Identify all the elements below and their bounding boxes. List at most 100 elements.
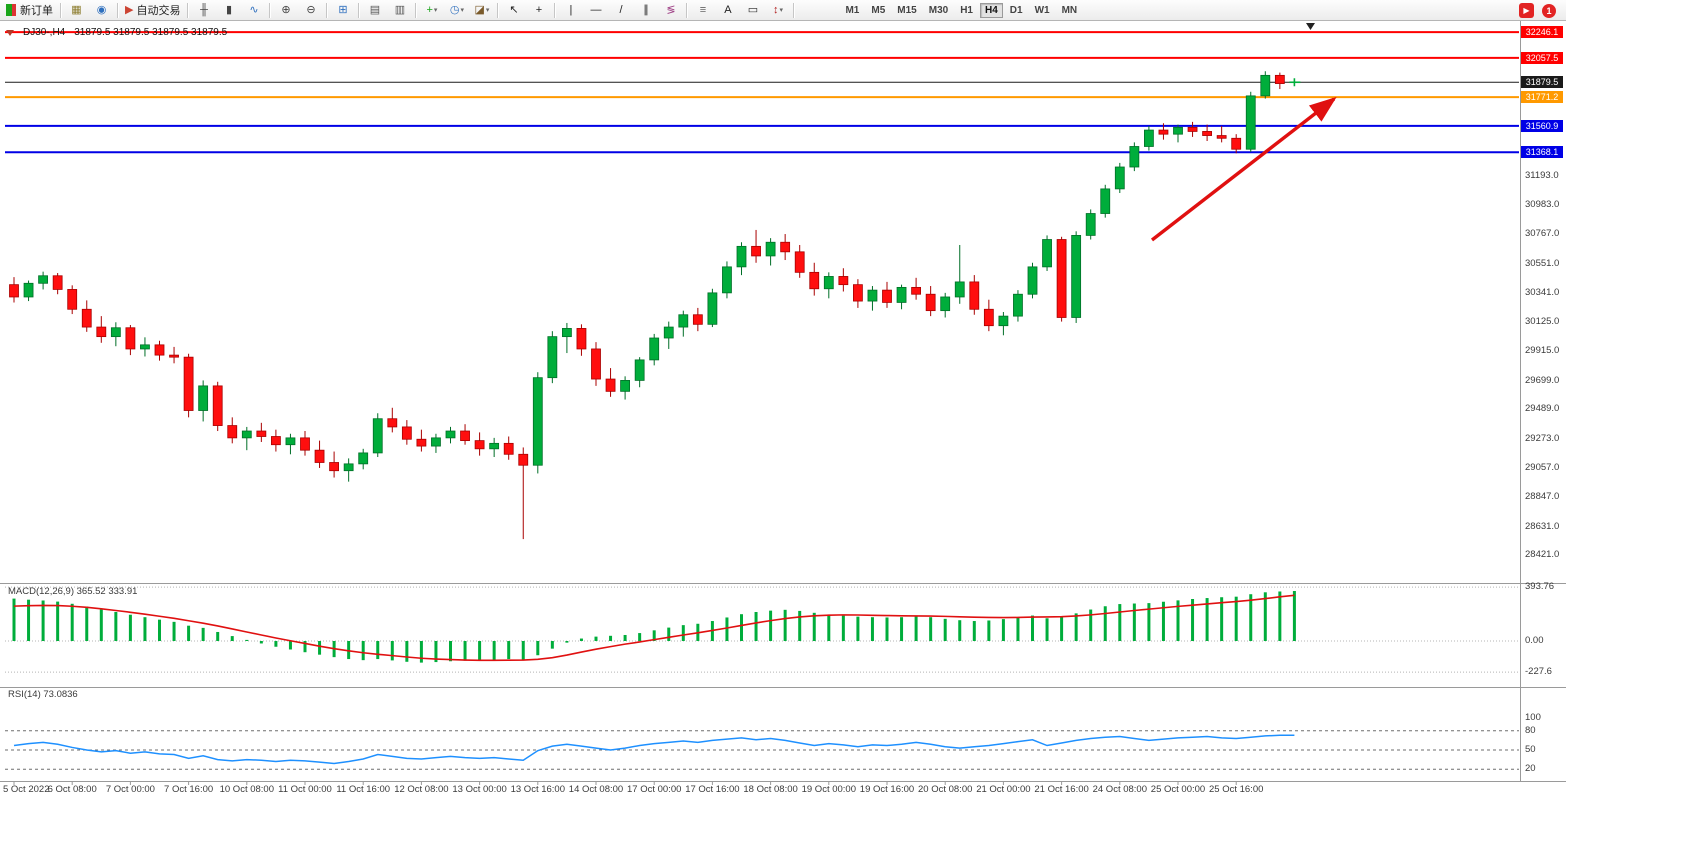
- tile-windows-icon: ⊞: [338, 3, 348, 16]
- arrows-button[interactable]: ↕ ▾: [766, 1, 789, 20]
- candle-body: [518, 453, 529, 466]
- candle-body: [576, 328, 587, 350]
- live-help-icon[interactable]: ▶: [1519, 3, 1534, 18]
- candle-body: [823, 276, 834, 290]
- candle-body: [867, 289, 878, 302]
- tf-button-H4[interactable]: H4: [979, 2, 1003, 18]
- candle-body: [678, 314, 689, 328]
- toolbar-separator: [60, 2, 61, 18]
- candle-body: [707, 292, 718, 325]
- candle-body: [285, 437, 296, 446]
- candle-body: [212, 385, 223, 426]
- text-label-button[interactable]: ▭: [741, 1, 764, 20]
- tile-windows-button[interactable]: ⊞: [331, 1, 354, 20]
- time-axis[interactable]: [0, 781, 1566, 797]
- trendline-button[interactable]: /: [609, 1, 632, 20]
- candle-body: [431, 437, 441, 447]
- price-axis[interactable]: [1520, 21, 1566, 781]
- periods-button[interactable]: ◷ ▾: [445, 1, 468, 20]
- tf-button-H1[interactable]: H1: [960, 4, 973, 16]
- toolbar-right-cluster: ▶ 1: [1519, 3, 1556, 18]
- autotrade-button[interactable]: ▶ 自动交易: [122, 1, 183, 20]
- crosshair-button[interactable]: +: [527, 1, 550, 20]
- candlestick-chart-button[interactable]: ▮: [217, 1, 240, 20]
- toolbar-separator: [326, 2, 328, 18]
- indicators-button[interactable]: + ▾: [420, 1, 443, 20]
- zoom-in-icon: ⊕: [281, 3, 291, 16]
- one-click-expand-icon[interactable]: [6, 29, 14, 36]
- macd-histogram: [12, 590, 1296, 663]
- candle-body: [751, 245, 761, 257]
- candle-body: [1013, 293, 1023, 317]
- new-order-button[interactable]: 新订单: [3, 1, 56, 20]
- candle-body: [241, 430, 252, 439]
- tf-button-M15[interactable]: M15: [897, 4, 917, 16]
- candle-body: [1245, 95, 1256, 150]
- bar-chart-button[interactable]: ╫: [192, 1, 215, 20]
- candle-body: [343, 463, 354, 472]
- text-label-icon: ▭: [747, 3, 759, 16]
- auto-arrange-button[interactable]: ▤: [363, 1, 386, 20]
- equidistant-channel-button[interactable]: ∥: [634, 1, 657, 20]
- candle-body: [1129, 146, 1140, 168]
- ohlc-readout: 31879.5 31879.5 31879.5 31879.5: [74, 27, 228, 38]
- text-button[interactable]: A: [716, 1, 739, 20]
- track-chart-icon: ▥: [394, 3, 406, 16]
- tf-button-M5[interactable]: M5: [871, 4, 886, 16]
- vertical-line-button[interactable]: |: [559, 1, 582, 20]
- alerts-icon: ◉: [96, 3, 107, 16]
- candle-body: [140, 344, 150, 350]
- symbol-period-label: DJ30-,H4: [23, 27, 66, 38]
- new-order-label: 新订单: [20, 5, 53, 17]
- notification-badge[interactable]: 1: [1542, 3, 1556, 18]
- candle-body: [38, 275, 48, 284]
- dropdown-arrow-icon: ▾: [779, 7, 783, 14]
- candle-body: [562, 328, 572, 338]
- candle-body: [1231, 137, 1242, 150]
- charts-grid-button[interactable]: ▦: [65, 1, 88, 20]
- candle-body: [896, 286, 907, 303]
- candle-body: [1100, 188, 1111, 214]
- candle-body: [474, 440, 485, 450]
- candle-body: [300, 437, 310, 451]
- chart-canvas[interactable]: [0, 0, 1689, 810]
- tf-button-M1[interactable]: M1: [845, 4, 860, 16]
- candle-body: [809, 271, 820, 290]
- line-chart-button[interactable]: ∿: [242, 1, 265, 20]
- candle-body: [532, 377, 543, 466]
- candle-body: [169, 354, 179, 358]
- autotrade-icon: ▶: [125, 3, 134, 16]
- track-chart-button[interactable]: ▥: [388, 1, 411, 20]
- arrows-icon: ↕: [772, 3, 779, 16]
- candle-body: [489, 442, 500, 450]
- tf-button-D1[interactable]: D1: [1009, 4, 1023, 16]
- trend-arrow[interactable]: [1150, 96, 1337, 242]
- tf-button-M30[interactable]: M30: [928, 4, 949, 16]
- tf-button-W1[interactable]: W1: [1034, 4, 1050, 16]
- horizontal-line-button[interactable]: —: [584, 1, 607, 20]
- cursor-button[interactable]: ↖: [502, 1, 525, 20]
- fibonacci-button[interactable]: ≶: [659, 1, 682, 20]
- dropdown-arrow-icon: ▾: [460, 7, 465, 14]
- candle-body: [736, 245, 747, 268]
- chart-header: DJ30-,H4 31879.5 31879.5 31879.5 31879.5: [6, 27, 227, 38]
- candle-body: [954, 281, 965, 298]
- vertical-line-icon: |: [569, 3, 573, 16]
- candle-body: [256, 430, 267, 437]
- zoom-out-button[interactable]: ⊖: [299, 1, 322, 20]
- tf-button-MN[interactable]: MN: [1061, 4, 1078, 16]
- trendline-icon: /: [619, 3, 623, 16]
- fibonacci-icon: ≶: [666, 3, 676, 16]
- shapes-button[interactable]: ≡: [691, 1, 714, 20]
- candle-body: [663, 326, 674, 339]
- candle-body: [634, 359, 645, 381]
- candle-body: [838, 276, 849, 286]
- candle-body: [1114, 166, 1125, 190]
- alerts-button[interactable]: ◉: [90, 1, 113, 20]
- candle-body: [460, 430, 470, 442]
- zoom-in-button[interactable]: ⊕: [274, 1, 297, 20]
- charts-grid-icon: ▦: [71, 3, 82, 16]
- shift-marker[interactable]: [1306, 23, 1315, 30]
- templates-button[interactable]: ◪ ▾: [470, 1, 493, 20]
- candle-body: [125, 327, 136, 350]
